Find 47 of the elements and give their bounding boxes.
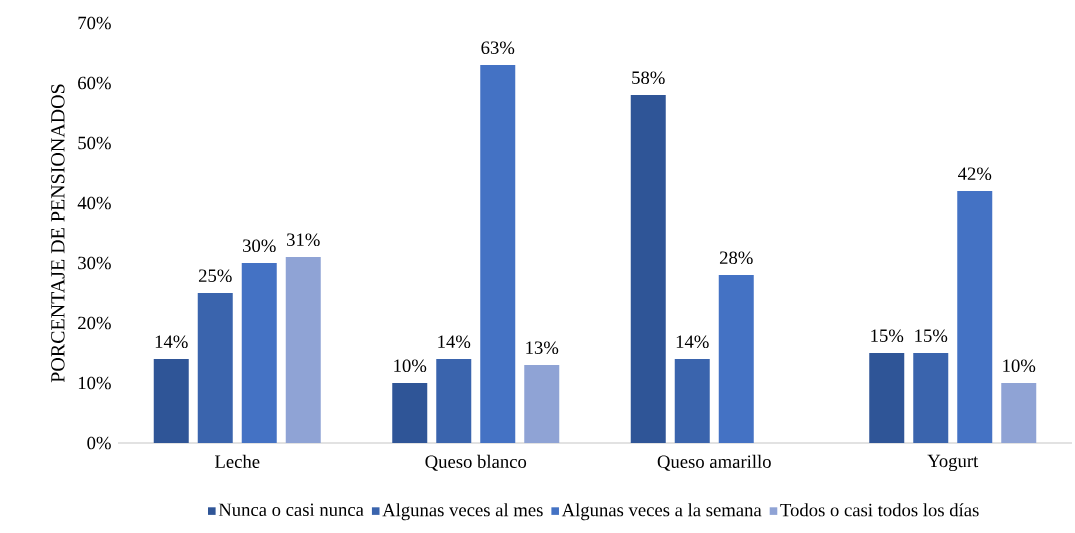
y-tick-label: 70% [78,16,111,30]
data-label: 42% [958,167,992,181]
x-tick-label: Leche [215,454,260,468]
bar [524,365,560,443]
data-label: 31% [287,233,320,247]
bar [153,359,189,443]
bar [957,191,993,443]
y-tick-label: 30% [78,256,111,270]
y-tick-label: 10% [78,376,111,390]
legend-label: Algunas veces a la semana [561,503,762,521]
data-label: 28% [719,251,753,265]
bar [285,257,321,443]
bar [197,293,233,443]
bar [913,353,949,443]
legend-label: Todos o casi todos los días [780,503,979,517]
bar [718,275,754,443]
bar [630,95,666,443]
legend-label: Nunca o casi nunca [218,503,364,517]
legend-label: Algunas veces al mes [382,503,543,521]
data-label: 14% [438,335,471,349]
bar [480,65,516,443]
y-tick-label: 20% [78,316,111,330]
x-tick-label: Queso blanco [425,454,527,471]
data-label: 14% [676,335,709,349]
bar [392,383,428,443]
data-label: 10% [394,359,427,373]
data-label: 10% [1003,359,1036,373]
y-axis-title: PORCENTAJE DE PENSIONADOS [51,84,65,383]
bar [869,353,905,443]
x-tick-label: Queso amarillo [657,454,771,471]
bar [436,359,472,443]
data-label: 14% [155,335,188,349]
y-tick-label: 50% [78,136,111,150]
data-label: 30% [243,239,276,253]
data-label: 13% [526,341,559,355]
data-label: 58% [632,71,665,85]
y-tick-label: 60% [78,76,111,90]
data-label: 15% [871,329,904,343]
data-label: 15% [915,329,948,343]
bar [674,359,710,443]
data-label: 63% [481,41,515,55]
bar [241,263,277,443]
y-tick-label: 0% [87,436,111,450]
x-tick-label: Yogurt [927,454,979,472]
y-tick-label: 40% [77,196,111,210]
bar [1001,383,1037,443]
data-label: 25% [198,269,232,283]
